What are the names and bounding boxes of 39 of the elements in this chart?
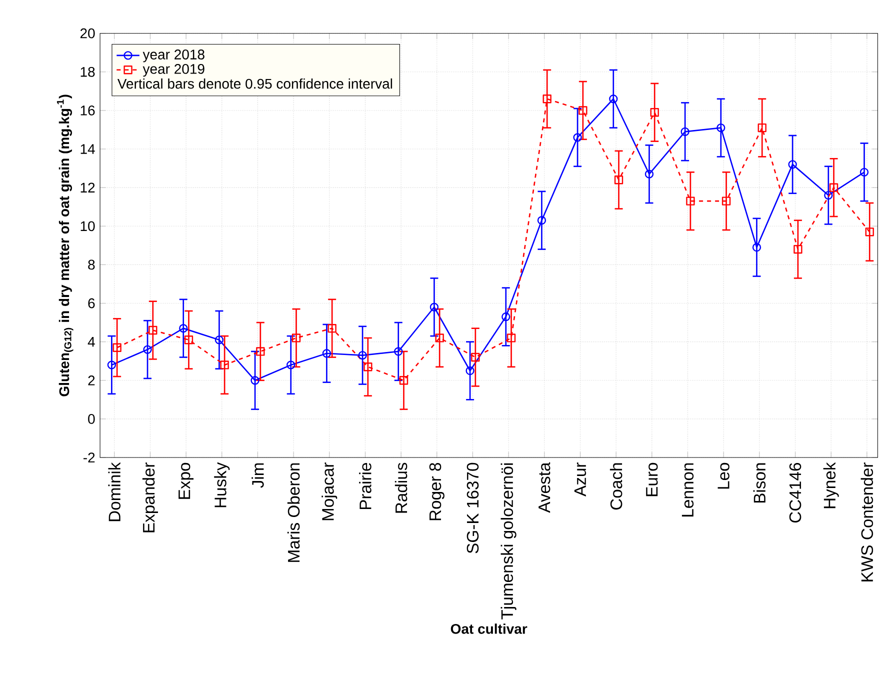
y-tick-label: 16 xyxy=(80,106,95,116)
annotation: Vertical bars denote 0.95 confidence interval xyxy=(117,78,392,89)
x-tick-label: Mojacar xyxy=(322,462,338,520)
x-tick-label: Prairie xyxy=(359,463,372,510)
x-tick-label: Husky xyxy=(214,462,230,508)
x-tick-label: Coach xyxy=(610,464,622,510)
y-tick-label: 10 xyxy=(80,221,95,232)
x-tick-label: Dominik xyxy=(108,462,120,522)
x-tick-label: Jim xyxy=(252,464,264,488)
x-tick-label: SG-K 16370 xyxy=(466,463,479,554)
x-tick-label: CC4146 xyxy=(789,463,802,523)
y-tick-label: 20 xyxy=(80,28,95,39)
x-tick-label: Radius xyxy=(394,463,408,513)
legend-label: year 2019 xyxy=(142,64,204,77)
x-tick-label: Leo xyxy=(718,463,730,489)
y-tick-label: 8 xyxy=(88,260,95,270)
y-tick-label: 18 xyxy=(80,67,95,78)
x-tick-label: KWS Contender xyxy=(860,462,874,582)
x-tick-label: Euro xyxy=(646,463,658,496)
y-tick-label: 12 xyxy=(80,182,95,193)
x-tick-label: Bison xyxy=(753,464,766,503)
x-tick-label: Avesta xyxy=(538,462,550,514)
x-tick-label: Azur xyxy=(574,462,586,497)
y-tick-label: 4 xyxy=(88,337,95,347)
y-tick-label: 14 xyxy=(80,144,95,154)
legend-label: year 2018 xyxy=(142,50,204,62)
x-axis-title: Oat cultivar xyxy=(450,624,528,634)
y-tick-label: 0 xyxy=(88,414,95,424)
y-axis-title: Gluten$_{(G12)}$ in dry matter of oat grain (mg.kg$^{-1}$) xyxy=(56,94,74,396)
y-tick-label: 6 xyxy=(88,298,95,308)
x-tick-label: Expander xyxy=(142,462,158,532)
x-tick-label: Roger 8 xyxy=(429,463,444,520)
x-tick-label: Expo xyxy=(178,463,194,500)
x-tick-label: Hynek xyxy=(823,462,839,508)
x-tick-label: Lennon xyxy=(682,464,694,517)
x-tick-label: Tjumenski golozernöi xyxy=(500,464,516,620)
y-tick-label: -2 xyxy=(84,452,95,463)
x-tick-label: Maris Oberon xyxy=(287,464,300,562)
y-tick-label: 2 xyxy=(88,376,95,386)
